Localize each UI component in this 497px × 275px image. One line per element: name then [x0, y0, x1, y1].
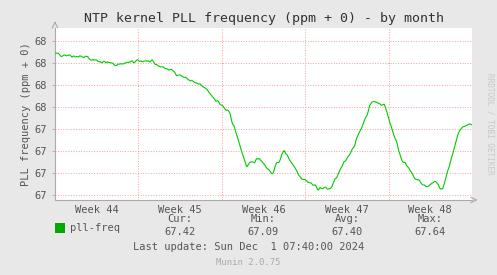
- Text: pll-freq: pll-freq: [70, 223, 120, 233]
- Text: Max:: Max:: [418, 214, 443, 224]
- Text: Min:: Min:: [251, 214, 276, 224]
- Text: 67.09: 67.09: [248, 227, 279, 237]
- Text: Munin 2.0.75: Munin 2.0.75: [216, 258, 281, 267]
- Y-axis label: PLL frequency (ppm + 0): PLL frequency (ppm + 0): [21, 42, 31, 186]
- Text: 67.64: 67.64: [414, 227, 446, 237]
- Text: RRDTOOL / TOBI OETIKER: RRDTOOL / TOBI OETIKER: [486, 73, 495, 175]
- Text: Avg:: Avg:: [334, 214, 359, 224]
- Text: 67.42: 67.42: [165, 227, 196, 237]
- Title: NTP kernel PLL frequency (ppm + 0) - by month: NTP kernel PLL frequency (ppm + 0) - by …: [83, 12, 443, 26]
- Text: Last update: Sun Dec  1 07:40:00 2024: Last update: Sun Dec 1 07:40:00 2024: [133, 242, 364, 252]
- Text: 67.40: 67.40: [331, 227, 362, 237]
- Text: Cur:: Cur:: [167, 214, 193, 224]
